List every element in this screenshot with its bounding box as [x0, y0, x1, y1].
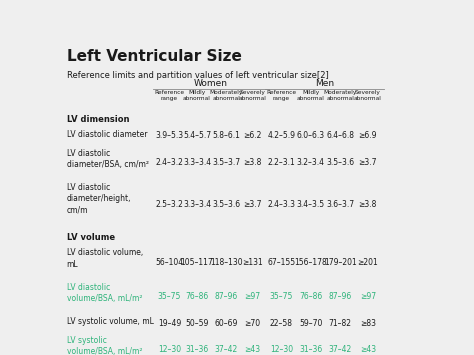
Text: LV diastolic
volume/BSA, mL/m²: LV diastolic volume/BSA, mL/m²: [66, 283, 142, 303]
Text: 56–104: 56–104: [155, 258, 183, 267]
Text: 2.4–3.3: 2.4–3.3: [267, 200, 295, 209]
Text: 12–30: 12–30: [270, 345, 293, 354]
Text: 3.6–3.7: 3.6–3.7: [326, 200, 355, 209]
Text: ≥3.7: ≥3.7: [358, 158, 377, 167]
Text: ≥43: ≥43: [244, 345, 260, 354]
Text: 2.2–3.1: 2.2–3.1: [268, 158, 295, 167]
Text: ≥97: ≥97: [360, 292, 376, 301]
Text: 3.3–3.4: 3.3–3.4: [183, 200, 211, 209]
Text: Mildly
abnormal: Mildly abnormal: [183, 91, 211, 101]
Text: ≥83: ≥83: [360, 319, 376, 328]
Text: 76–86: 76–86: [299, 292, 322, 301]
Text: 37–42: 37–42: [215, 345, 238, 354]
Text: 3.5–3.7: 3.5–3.7: [212, 158, 240, 167]
Text: 87–96: 87–96: [328, 292, 352, 301]
Text: LV diastolic diameter: LV diastolic diameter: [66, 130, 147, 139]
Text: ≥3.8: ≥3.8: [243, 158, 261, 167]
Text: 50–59: 50–59: [185, 319, 209, 328]
Text: Reference limits and partition values of left ventricular size[2]: Reference limits and partition values of…: [66, 71, 328, 80]
Text: 35–75: 35–75: [270, 292, 293, 301]
Text: 31–36: 31–36: [185, 345, 209, 354]
Text: LV dimension: LV dimension: [66, 115, 129, 124]
Text: 2.4–3.2: 2.4–3.2: [155, 158, 183, 167]
Text: 118–130: 118–130: [210, 258, 243, 267]
Text: 35–75: 35–75: [158, 292, 181, 301]
Text: LV systolic volume, mL: LV systolic volume, mL: [66, 317, 154, 326]
Text: LV diastolic volume,
mL: LV diastolic volume, mL: [66, 248, 143, 268]
Text: LV volume: LV volume: [66, 233, 115, 242]
Text: Women: Women: [194, 79, 228, 88]
Text: 87–96: 87–96: [215, 292, 238, 301]
Text: 22–58: 22–58: [270, 319, 293, 328]
Text: 6.0–6.3: 6.0–6.3: [297, 131, 325, 141]
Text: 71–82: 71–82: [329, 319, 352, 328]
Text: 76–86: 76–86: [185, 292, 209, 301]
Text: 105–117: 105–117: [181, 258, 213, 267]
Text: ≥6.2: ≥6.2: [243, 131, 261, 141]
Text: Men: Men: [315, 79, 334, 88]
Text: 6.4–6.8: 6.4–6.8: [326, 131, 354, 141]
Text: Reference
range: Reference range: [266, 91, 297, 101]
Text: 5.8–6.1: 5.8–6.1: [212, 131, 240, 141]
Text: 31–36: 31–36: [299, 345, 322, 354]
Text: ≥97: ≥97: [244, 292, 260, 301]
Text: ≥3.7: ≥3.7: [243, 200, 261, 209]
Text: ≥6.9: ≥6.9: [358, 131, 377, 141]
Text: ≥70: ≥70: [244, 319, 260, 328]
Text: 37–42: 37–42: [328, 345, 352, 354]
Text: ≥201: ≥201: [357, 258, 378, 267]
Text: 5.4–5.7: 5.4–5.7: [183, 131, 211, 141]
Text: 156–178: 156–178: [294, 258, 327, 267]
Text: 59–70: 59–70: [299, 319, 323, 328]
Text: Severely
abnormal: Severely abnormal: [354, 91, 382, 101]
Text: 2.5–3.2: 2.5–3.2: [155, 200, 183, 209]
Text: 4.2–5.9: 4.2–5.9: [267, 131, 295, 141]
Text: 3.5–3.6: 3.5–3.6: [326, 158, 355, 167]
Text: 3.9–5.3: 3.9–5.3: [155, 131, 183, 141]
Text: 19–49: 19–49: [158, 319, 181, 328]
Text: Left Ventricular Size: Left Ventricular Size: [66, 49, 241, 65]
Text: 67–155: 67–155: [267, 258, 296, 267]
Text: 3.2–3.4: 3.2–3.4: [297, 158, 325, 167]
Text: 3.4–3.5: 3.4–3.5: [297, 200, 325, 209]
Text: 3.5–3.6: 3.5–3.6: [212, 200, 240, 209]
Text: LV diastolic
diameter/BSA, cm/m²: LV diastolic diameter/BSA, cm/m²: [66, 149, 148, 169]
Text: 3.3–3.4: 3.3–3.4: [183, 158, 211, 167]
Text: Reference
range: Reference range: [155, 91, 184, 101]
Text: ≥43: ≥43: [360, 345, 376, 354]
Text: 60–69: 60–69: [215, 319, 238, 328]
Text: LV diastolic
diameter/height,
cm/m: LV diastolic diameter/height, cm/m: [66, 183, 131, 214]
Text: LV systolic
volume/BSA, mL/m²: LV systolic volume/BSA, mL/m²: [66, 336, 142, 355]
Text: 12–30: 12–30: [158, 345, 181, 354]
Text: ≥3.8: ≥3.8: [359, 200, 377, 209]
Text: Moderately
abnormal: Moderately abnormal: [210, 91, 243, 101]
Text: ≥131: ≥131: [242, 258, 263, 267]
Text: 179–201: 179–201: [324, 258, 356, 267]
Text: Mildly
abnormal: Mildly abnormal: [297, 91, 325, 101]
Text: Moderately
abnormal: Moderately abnormal: [324, 91, 357, 101]
Text: Severely
abnormal: Severely abnormal: [238, 91, 266, 101]
